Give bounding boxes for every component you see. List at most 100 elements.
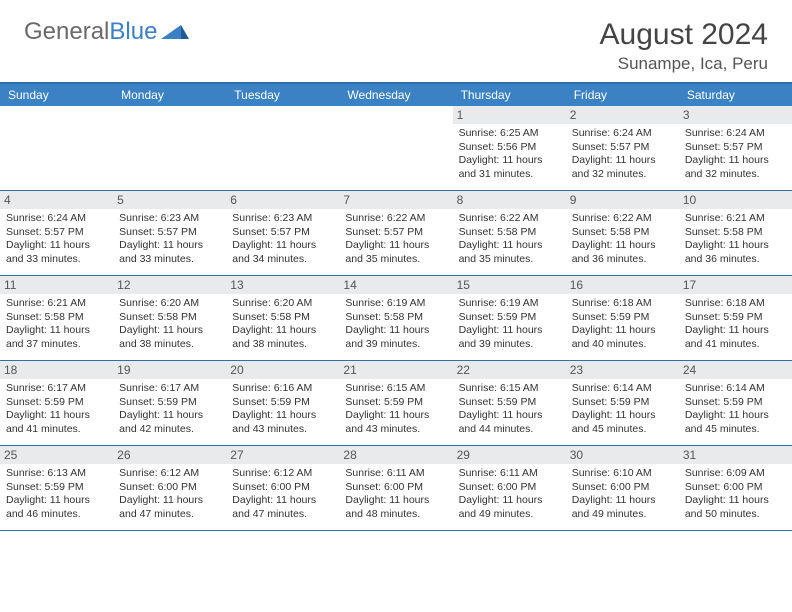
calendar: SundayMondayTuesdayWednesdayThursdayFrid… xyxy=(0,82,792,531)
day-details: Sunrise: 6:24 AMSunset: 5:57 PMDaylight:… xyxy=(572,127,673,182)
day-number: 12 xyxy=(113,276,226,294)
title-block: August 2024 Sunampe, Ica, Peru xyxy=(600,18,768,74)
day-details: Sunrise: 6:19 AMSunset: 5:59 PMDaylight:… xyxy=(459,297,560,352)
day-details: Sunrise: 6:14 AMSunset: 5:59 PMDaylight:… xyxy=(572,382,673,437)
brand-mark-icon xyxy=(161,18,189,46)
day-number: 3 xyxy=(679,106,792,124)
location-subtitle: Sunampe, Ica, Peru xyxy=(600,54,768,74)
day-details: Sunrise: 6:17 AMSunset: 5:59 PMDaylight:… xyxy=(6,382,107,437)
day-number: 2 xyxy=(566,106,679,124)
day-number: 14 xyxy=(339,276,452,294)
day-number: 20 xyxy=(226,361,339,379)
calendar-day: 22 Sunrise: 6:15 AMSunset: 5:59 PMDayligh… xyxy=(453,361,566,445)
page-header: GeneralBlue August 2024 Sunampe, Ica, Pe… xyxy=(0,0,792,82)
dow-cell: Friday xyxy=(566,84,679,106)
brand-logo: GeneralBlue xyxy=(24,18,189,46)
day-details: Sunrise: 6:10 AMSunset: 6:00 PMDaylight:… xyxy=(572,467,673,522)
calendar-day: 29 Sunrise: 6:11 AMSunset: 6:00 PMDayligh… xyxy=(453,446,566,530)
calendar-week: 25 Sunrise: 6:13 AMSunset: 5:59 PMDayligh… xyxy=(0,446,792,531)
calendar-day: 11 Sunrise: 6:21 AMSunset: 5:58 PMDayligh… xyxy=(0,276,113,360)
day-details: Sunrise: 6:13 AMSunset: 5:59 PMDaylight:… xyxy=(6,467,107,522)
day-number: 26 xyxy=(113,446,226,464)
brand-part1: General xyxy=(24,18,109,46)
day-details: Sunrise: 6:14 AMSunset: 5:59 PMDaylight:… xyxy=(685,382,786,437)
day-details: Sunrise: 6:21 AMSunset: 5:58 PMDaylight:… xyxy=(6,297,107,352)
dow-header-row: SundayMondayTuesdayWednesdayThursdayFrid… xyxy=(0,84,792,106)
calendar-day: 1Sunrise: 6:25 AMSunset: 5:56 PMDaylight… xyxy=(453,106,566,190)
day-number: 15 xyxy=(453,276,566,294)
calendar-day: 14 Sunrise: 6:19 AMSunset: 5:58 PMDayligh… xyxy=(339,276,452,360)
calendar-day: 5 Sunrise: 6:23 AMSunset: 5:57 PMDaylight… xyxy=(113,191,226,275)
day-number: 11 xyxy=(0,276,113,294)
day-details: Sunrise: 6:11 AMSunset: 6:00 PMDaylight:… xyxy=(459,467,560,522)
calendar-day: 27Sunrise: 6:12 AMSunset: 6:00 PMDayligh… xyxy=(226,446,339,530)
day-number: 31 xyxy=(679,446,792,464)
day-number: 8 xyxy=(453,191,566,209)
day-details: Sunrise: 6:20 AMSunset: 5:58 PMDaylight:… xyxy=(232,297,333,352)
day-number: 22 xyxy=(453,361,566,379)
calendar-day: 30 Sunrise: 6:10 AMSunset: 6:00 PMDayligh… xyxy=(566,446,679,530)
brand-part2: Blue xyxy=(109,18,157,46)
calendar-day: 24 Sunrise: 6:14 AMSunset: 5:59 PMDayligh… xyxy=(679,361,792,445)
day-number: 29 xyxy=(453,446,566,464)
day-details: Sunrise: 6:21 AMSunset: 5:58 PMDaylight:… xyxy=(685,212,786,267)
calendar-day: 31 Sunrise: 6:09 AMSunset: 6:00 PMDayligh… xyxy=(679,446,792,530)
day-number: 25 xyxy=(0,446,113,464)
dow-cell: Saturday xyxy=(679,84,792,106)
calendar-day xyxy=(0,106,113,190)
day-number: 1 xyxy=(453,106,566,124)
calendar-week: 11 Sunrise: 6:21 AMSunset: 5:58 PMDayligh… xyxy=(0,276,792,361)
calendar-day xyxy=(113,106,226,190)
calendar-day: 8 Sunrise: 6:22 AMSunset: 5:58 PMDaylight… xyxy=(453,191,566,275)
calendar-day xyxy=(226,106,339,190)
day-details: Sunrise: 6:15 AMSunset: 5:59 PMDaylight:… xyxy=(459,382,560,437)
day-details: Sunrise: 6:18 AMSunset: 5:59 PMDaylight:… xyxy=(572,297,673,352)
day-details: Sunrise: 6:23 AMSunset: 5:57 PMDaylight:… xyxy=(119,212,220,267)
day-number: 7 xyxy=(339,191,452,209)
dow-cell: Tuesday xyxy=(226,84,339,106)
calendar-body: 1Sunrise: 6:25 AMSunset: 5:56 PMDaylight… xyxy=(0,106,792,531)
day-number: 16 xyxy=(566,276,679,294)
day-number: 23 xyxy=(566,361,679,379)
dow-cell: Thursday xyxy=(453,84,566,106)
day-details: Sunrise: 6:22 AMSunset: 5:57 PMDaylight:… xyxy=(345,212,446,267)
calendar-day: 6Sunrise: 6:23 AMSunset: 5:57 PMDaylight… xyxy=(226,191,339,275)
month-title: August 2024 xyxy=(600,18,768,52)
day-details: Sunrise: 6:16 AMSunset: 5:59 PMDaylight:… xyxy=(232,382,333,437)
calendar-day: 17 Sunrise: 6:18 AMSunset: 5:59 PMDayligh… xyxy=(679,276,792,360)
dow-cell: Monday xyxy=(113,84,226,106)
day-number: 19 xyxy=(113,361,226,379)
calendar-day: 19 Sunrise: 6:17 AMSunset: 5:59 PMDayligh… xyxy=(113,361,226,445)
calendar-day: 3Sunrise: 6:24 AMSunset: 5:57 PMDaylight… xyxy=(679,106,792,190)
calendar-day: 12 Sunrise: 6:20 AMSunset: 5:58 PMDayligh… xyxy=(113,276,226,360)
day-details: Sunrise: 6:23 AMSunset: 5:57 PMDaylight:… xyxy=(232,212,333,267)
calendar-week: 18Sunrise: 6:17 AMSunset: 5:59 PMDayligh… xyxy=(0,361,792,446)
day-number: 30 xyxy=(566,446,679,464)
day-number: 4 xyxy=(0,191,113,209)
day-details: Sunrise: 6:09 AMSunset: 6:00 PMDaylight:… xyxy=(685,467,786,522)
day-details: Sunrise: 6:18 AMSunset: 5:59 PMDaylight:… xyxy=(685,297,786,352)
calendar-day: 13 Sunrise: 6:20 AMSunset: 5:58 PMDayligh… xyxy=(226,276,339,360)
calendar-week: 1Sunrise: 6:25 AMSunset: 5:56 PMDaylight… xyxy=(0,106,792,191)
calendar-day: 20 Sunrise: 6:16 AMSunset: 5:59 PMDayligh… xyxy=(226,361,339,445)
day-details: Sunrise: 6:22 AMSunset: 5:58 PMDaylight:… xyxy=(459,212,560,267)
calendar-day: 10 Sunrise: 6:21 AMSunset: 5:58 PMDayligh… xyxy=(679,191,792,275)
calendar-day: 23 Sunrise: 6:14 AMSunset: 5:59 PMDayligh… xyxy=(566,361,679,445)
day-details: Sunrise: 6:12 AMSunset: 6:00 PMDaylight:… xyxy=(119,467,220,522)
day-number: 28 xyxy=(339,446,452,464)
day-details: Sunrise: 6:11 AMSunset: 6:00 PMDaylight:… xyxy=(345,467,446,522)
day-number: 24 xyxy=(679,361,792,379)
day-details: Sunrise: 6:24 AMSunset: 5:57 PMDaylight:… xyxy=(6,212,107,267)
day-number: 13 xyxy=(226,276,339,294)
calendar-day: 25 Sunrise: 6:13 AMSunset: 5:59 PMDayligh… xyxy=(0,446,113,530)
calendar-day: 26 Sunrise: 6:12 AMSunset: 6:00 PMDayligh… xyxy=(113,446,226,530)
day-details: Sunrise: 6:17 AMSunset: 5:59 PMDaylight:… xyxy=(119,382,220,437)
day-number: 17 xyxy=(679,276,792,294)
calendar-day: 15 Sunrise: 6:19 AMSunset: 5:59 PMDayligh… xyxy=(453,276,566,360)
day-number: 10 xyxy=(679,191,792,209)
day-number: 5 xyxy=(113,191,226,209)
day-details: Sunrise: 6:20 AMSunset: 5:58 PMDaylight:… xyxy=(119,297,220,352)
day-details: Sunrise: 6:19 AMSunset: 5:58 PMDaylight:… xyxy=(345,297,446,352)
dow-cell: Sunday xyxy=(0,84,113,106)
dow-cell: Wednesday xyxy=(339,84,452,106)
